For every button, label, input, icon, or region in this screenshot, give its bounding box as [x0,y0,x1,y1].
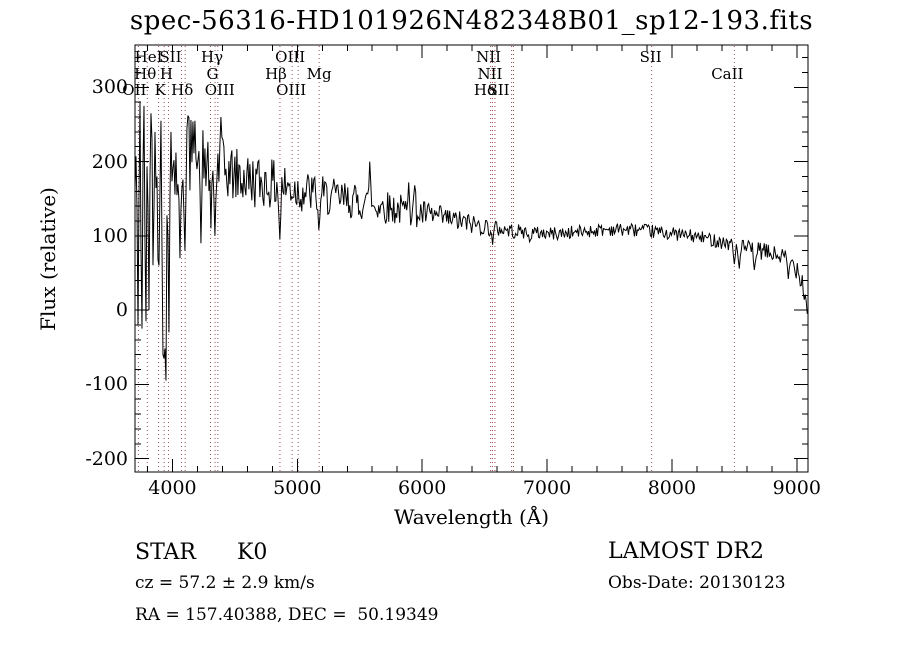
spectral-line-label: NII [477,65,503,83]
cz-value: cz = 57.2 ± 2.9 km/s [135,573,315,593]
object-class-label: STAR [135,540,196,565]
x-tick-label: 5000 [273,477,322,499]
spectral-line-label: OIII [275,48,306,66]
spectral-line-label: H [159,65,173,83]
spectrum-trace [134,102,808,381]
spectral-line-label: OII [122,81,147,99]
ra-dec-value: RA = 157.40388, DEC = 50.19349 [135,605,439,625]
spectral-line-label: Hθ [134,65,157,83]
x-axis-title: Wavelength (Å) [393,505,550,529]
y-tick-label: -200 [85,447,128,470]
spectral-line-label: Hβ [265,65,287,83]
spectral-line-label: Mg [306,65,332,83]
y-tick-label: 200 [91,150,128,173]
y-tick-label: -100 [85,373,128,396]
x-tick-label: 8000 [647,477,697,499]
spectral-line-label: K [154,81,166,99]
x-tick-label: 7000 [522,477,572,499]
axes-frame [134,44,809,473]
x-tick-label: 4000 [148,477,197,499]
spectral-line-label: HeI [134,48,163,66]
y-tick-label: 300 [91,76,128,99]
subclass-label: K0 [237,540,268,565]
spectral-line-label: G [206,65,219,83]
y-tick-label: 0 [115,299,128,322]
spectral-line-label: SII [159,48,182,66]
x-tick-label: 6000 [397,477,447,499]
spectral-line-label: OIII [204,81,235,99]
spectral-line-label: SII [487,81,510,99]
spectral-line-label: OIII [276,81,307,99]
spectral-line-label: CaII [711,65,744,83]
spectral-line-label: NII [476,48,502,66]
spectral-line-label: Hα [473,81,498,99]
spectral-line-label: SII [639,48,662,66]
spectral-line-label: Hδ [171,81,194,99]
x-tick-label: 9000 [772,477,821,499]
plot-title: spec-56316-HD101926N482348B01_sp12-193.f… [129,6,814,36]
spectral-line-label: Hγ [201,48,224,66]
obs-date-value: Obs-Date: 20130123 [608,573,786,593]
y-tick-label: 100 [91,224,128,247]
survey-label: LAMOST DR2 [608,539,764,564]
